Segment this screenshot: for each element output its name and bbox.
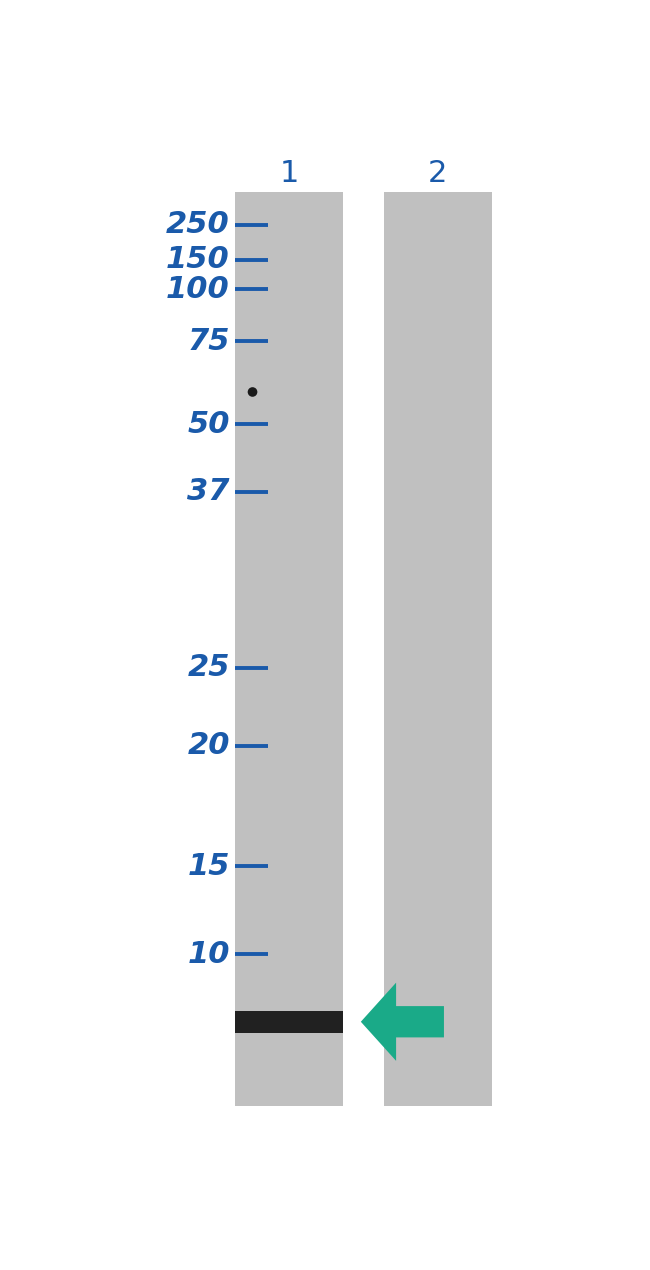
Text: 100: 100 (166, 274, 230, 304)
Text: 15: 15 (187, 852, 230, 881)
Text: 250: 250 (166, 211, 230, 239)
Text: 150: 150 (166, 245, 230, 274)
Bar (384, 192, 492, 1106)
Text: 10: 10 (187, 940, 230, 969)
Polygon shape (361, 983, 444, 1060)
Text: 50: 50 (187, 410, 230, 438)
Text: 75: 75 (187, 326, 230, 356)
Bar (235, 1011, 343, 1033)
Text: 1: 1 (280, 160, 299, 188)
Text: 25: 25 (187, 653, 230, 682)
Bar (235, 192, 343, 1106)
Ellipse shape (248, 387, 257, 396)
Text: 20: 20 (187, 732, 230, 761)
Text: 37: 37 (187, 478, 230, 507)
Text: 2: 2 (428, 160, 448, 188)
